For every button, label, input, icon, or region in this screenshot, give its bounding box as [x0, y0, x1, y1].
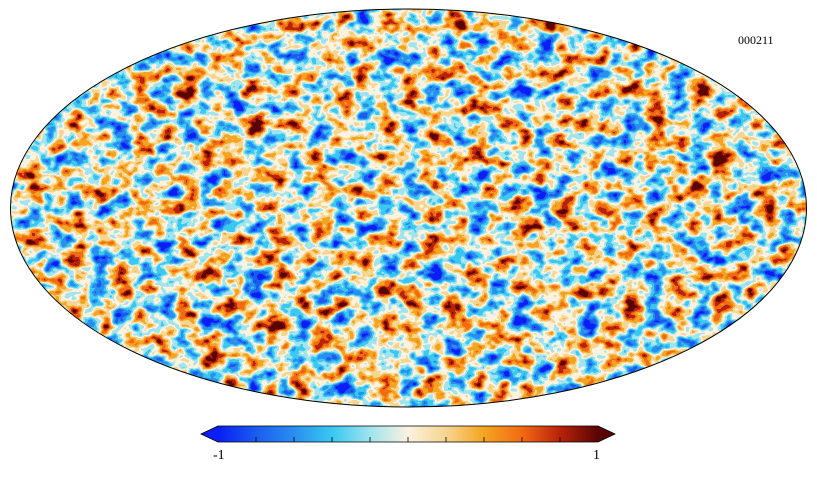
colorbar-outline — [200, 425, 616, 443]
colorbar-min-label: -1 — [213, 448, 225, 463]
colorbar-ticks — [255, 437, 561, 442]
skymap-band-10 — [10, 9, 807, 407]
map-index-label: 000211 — [738, 33, 774, 47]
colorbar — [200, 425, 616, 443]
colorbar-max-label: 1 — [593, 448, 600, 463]
skymap-field — [10, 9, 807, 407]
colorbar-min-arrow — [201, 426, 218, 442]
colorbar-max-arrow — [598, 426, 615, 442]
colorbar-bar — [218, 426, 598, 442]
skymap-noise-layers — [10, 9, 807, 407]
skymap-outline — [10, 8, 807, 408]
